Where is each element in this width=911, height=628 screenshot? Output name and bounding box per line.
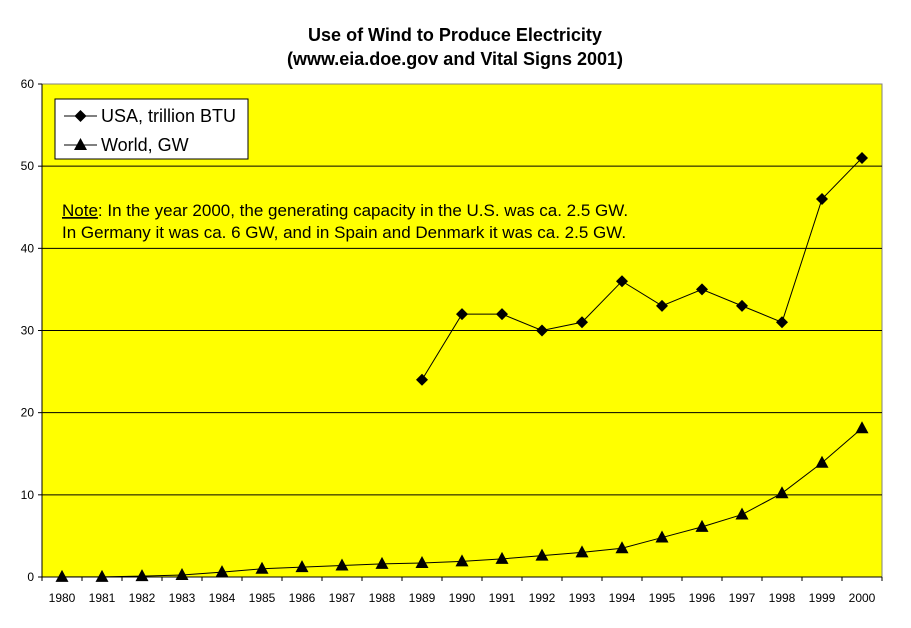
x-tick-label-1991: 1991: [489, 591, 516, 605]
data-point-world-1994: [615, 541, 629, 554]
data-point-world-1988: [375, 556, 389, 569]
y-tick-label-20: 20: [21, 406, 35, 420]
data-point-usa-1989: [416, 373, 428, 386]
x-tick-label-1983: 1983: [169, 591, 196, 605]
chart-title: Use of Wind to Produce Electricity: [308, 25, 602, 45]
data-point-usa-1992: [536, 324, 548, 337]
legend-usa-label: USA, trillion BTU: [101, 106, 236, 126]
x-tick-label-1992: 1992: [529, 591, 556, 605]
y-tick-label-0: 0: [27, 570, 34, 584]
x-tick-label-1999: 1999: [809, 591, 836, 605]
data-point-world-1998: [775, 486, 789, 499]
x-tick-label-1996: 1996: [689, 591, 716, 605]
legend: USA, trillion BTU World, GW: [54, 98, 249, 160]
legend-box: [54, 98, 249, 160]
data-point-world-1980: [55, 569, 69, 582]
legend-usa-diamond-marker: [74, 110, 87, 122]
data-point-world-1985: [255, 561, 269, 574]
x-axis-tick-labels: 1980 1981 1982 1983 1984 1985 1986 1987 1988 1989…: [41, 577, 883, 605]
data-point-world-1987: [335, 558, 349, 571]
x-tick-label-1993: 1993: [569, 591, 596, 605]
x-tick-label-1990: 1990: [449, 591, 476, 605]
note-line-1: Note: In the year 2000, the generating c…: [62, 201, 628, 220]
note-annotation: Note: In the year 2000, the generating c…: [62, 201, 628, 242]
x-tick-label-1998: 1998: [769, 591, 796, 605]
data-point-usa-1993: [576, 316, 588, 329]
data-point-usa-1997: [736, 299, 748, 312]
data-point-world-1996: [695, 519, 709, 532]
grid-lines: [42, 165, 882, 496]
y-tick-label-30: 30: [21, 324, 35, 338]
data-point-usa-1991: [496, 308, 508, 321]
x-tick-label-1997: 1997: [729, 591, 756, 605]
note-label: Note: [62, 201, 98, 220]
x-tick-label-1986: 1986: [289, 591, 316, 605]
x-tick-label-1984: 1984: [209, 591, 236, 605]
x-tick-label-1980: 1980: [49, 591, 76, 605]
y-tick-label-40: 40: [21, 241, 35, 255]
x-tick-label-1981: 1981: [89, 591, 116, 605]
data-point-world-1984: [215, 565, 229, 578]
y-tick-label-60: 60: [21, 77, 35, 91]
data-point-world-2000: [855, 421, 869, 434]
data-point-usa-1998: [776, 316, 788, 329]
data-point-world-1991: [495, 551, 509, 564]
note-line-1-text: : In the year 2000, the generating capac…: [98, 201, 628, 220]
data-point-usa-2000: [856, 151, 868, 164]
series-world: [55, 421, 869, 582]
data-point-world-1989: [415, 556, 429, 569]
x-tick-label-1994: 1994: [609, 591, 636, 605]
data-point-usa-1999: [816, 193, 828, 206]
data-point-world-1995: [655, 530, 669, 543]
data-point-world-1990: [455, 554, 469, 567]
data-point-usa-1994: [616, 275, 628, 288]
data-point-world-1993: [575, 545, 589, 558]
legend-world-label: World, GW: [101, 135, 189, 155]
y-tick-label-50: 50: [21, 159, 35, 173]
y-axis-tick-labels: 0 10 20 30 40 50 60: [21, 77, 42, 584]
chart-subtitle: (www.eia.doe.gov and Vital Signs 2001): [287, 49, 623, 69]
data-point-world-1981: [95, 569, 109, 582]
data-point-world-1999: [815, 455, 829, 468]
series-layer: [55, 151, 869, 582]
y-tick-label-10: 10: [21, 488, 35, 502]
x-tick-label-1987: 1987: [329, 591, 356, 605]
series-usa: [416, 151, 868, 386]
data-point-usa-1996: [696, 283, 708, 296]
series-line-usa: [421, 157, 863, 381]
x-tick-label-1989: 1989: [409, 591, 436, 605]
x-tick-label-1988: 1988: [369, 591, 396, 605]
data-point-world-1983: [175, 567, 189, 580]
x-tick-label-1985: 1985: [249, 591, 276, 605]
x-tick-label-2000: 2000: [849, 591, 876, 605]
data-point-world-1992: [535, 548, 549, 561]
legend-world-triangle-marker: [74, 138, 87, 150]
data-point-world-1997: [735, 507, 749, 520]
x-tick-label-1995: 1995: [649, 591, 676, 605]
data-point-usa-1990: [456, 308, 468, 321]
x-tick-label-1982: 1982: [129, 591, 156, 605]
data-point-usa-1995: [656, 299, 668, 312]
data-point-world-1986: [295, 560, 309, 573]
data-point-world-1982: [135, 569, 149, 582]
note-line-2: In Germany it was ca. 6 GW, and in Spain…: [62, 223, 626, 242]
